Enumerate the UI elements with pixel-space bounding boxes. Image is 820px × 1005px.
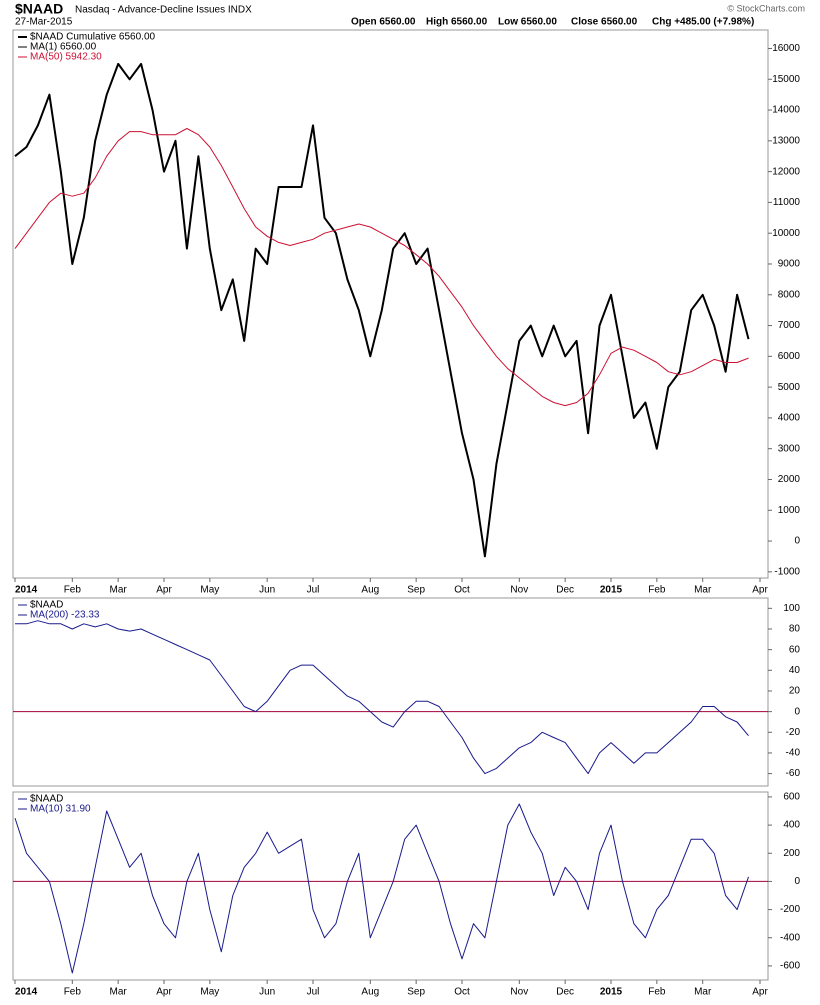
x-tick-label: Feb	[648, 585, 666, 596]
y-tick-label: 9000	[778, 259, 801, 270]
x-tick-label: Jun	[259, 585, 275, 596]
y-tick-label: 10000	[772, 228, 800, 239]
series-line	[15, 620, 749, 775]
x-tick-label: Feb	[648, 987, 666, 998]
y-tick-label: -1000	[774, 566, 800, 577]
y-tick-label: 6000	[778, 351, 801, 362]
x-tick-label: 2015	[600, 987, 623, 998]
series-line	[14, 803, 749, 974]
x-tick-label: Nov	[510, 585, 528, 596]
change: Chg +485.00 (+7.98%)	[652, 17, 754, 28]
y-tick-label: -60	[786, 768, 801, 779]
x-tick-label: May	[200, 987, 219, 998]
y-tick-label: -400	[780, 932, 800, 943]
legend-label: MA(1) 6560.00	[30, 42, 97, 53]
x-tick-label: Nov	[510, 987, 528, 998]
source: © StockCharts.com	[727, 3, 805, 13]
y-tick-label: 13000	[772, 135, 800, 146]
x-tick-label: Mar	[694, 585, 712, 596]
y-tick-label: 20	[789, 686, 801, 697]
x-tick-label: Dec	[556, 987, 574, 998]
y-tick-label: 15000	[772, 74, 800, 85]
y-tick-label: 12000	[772, 166, 800, 177]
x-tick-label: Jul	[307, 987, 320, 998]
x-tick-label: 2015	[600, 585, 623, 596]
y-tick-label: 0	[794, 536, 800, 547]
y-tick-label: -40	[786, 748, 801, 759]
x-tick-label: Apr	[752, 585, 768, 596]
legend-label: $NAAD	[30, 600, 63, 611]
x-tick-label: Jul	[307, 585, 320, 596]
legend-label: MA(50) 5942.30	[30, 52, 102, 63]
panel-frame	[12, 597, 769, 787]
x-tick-label: Oct	[454, 585, 470, 596]
y-tick-label: 80	[789, 624, 801, 635]
close: Close 6560.00	[571, 17, 638, 28]
x-tick-label: Oct	[454, 987, 470, 998]
high: High 6560.00	[426, 17, 488, 28]
open: Open 6560.00	[351, 17, 416, 28]
series-line	[14, 128, 749, 407]
x-tick-label: Feb	[64, 585, 82, 596]
legend-label: MA(200) -23.33	[30, 610, 100, 621]
x-tick-label: Apr	[752, 987, 768, 998]
x-tick-label: Apr	[156, 987, 172, 998]
x-tick-label: Mar	[110, 987, 128, 998]
x-tick-label: Sep	[407, 987, 425, 998]
y-tick-label: 5000	[778, 382, 801, 393]
y-tick-label: 400	[783, 820, 800, 831]
y-tick-label: 4000	[778, 413, 801, 424]
y-tick-label: 8000	[778, 289, 801, 300]
y-tick-label: 0	[794, 876, 800, 887]
x-tick-label: Sep	[407, 585, 425, 596]
panel-frame	[12, 29, 769, 579]
y-tick-label: 7000	[778, 320, 801, 331]
y-tick-label: -200	[780, 904, 800, 915]
y-tick-label: 0	[794, 706, 800, 717]
y-tick-label: 14000	[772, 105, 800, 116]
series-line	[14, 62, 750, 558]
index-name: Nasdaq - Advance-Decline Issues INDX	[75, 5, 252, 16]
legend-label: $NAAD	[30, 794, 63, 805]
y-tick-label: 600	[783, 792, 800, 803]
y-tick-label: 16000	[772, 43, 800, 54]
x-tick-label: Apr	[156, 585, 172, 596]
symbol: $NAAD	[15, 1, 63, 17]
panel-frame	[12, 791, 769, 981]
y-tick-label: 2000	[778, 474, 801, 485]
y-tick-label: 11000	[773, 197, 801, 208]
y-tick-label: 100	[783, 603, 800, 614]
x-tick-label: Feb	[64, 987, 82, 998]
y-tick-label: 1000	[778, 505, 801, 516]
x-tick-label: 2014	[15, 585, 38, 596]
x-tick-label: 2014	[15, 987, 38, 998]
legend-label: $NAAD Cumulative 6560.00	[30, 32, 156, 43]
low: Low 6560.00	[498, 17, 557, 28]
y-tick-label: 3000	[778, 443, 801, 454]
y-tick-label: -600	[780, 961, 800, 972]
y-tick-label: 60	[789, 644, 801, 655]
x-tick-label: Dec	[556, 585, 574, 596]
x-tick-label: Mar	[694, 987, 712, 998]
date: 27-Mar-2015	[15, 17, 73, 28]
y-tick-label: 40	[789, 665, 801, 676]
x-tick-label: Aug	[361, 987, 379, 998]
y-tick-label: -20	[786, 727, 801, 738]
x-tick-label: Mar	[110, 585, 128, 596]
x-tick-label: May	[200, 585, 219, 596]
x-tick-label: Jun	[259, 987, 275, 998]
y-tick-label: 200	[783, 848, 800, 859]
x-tick-label: Aug	[361, 585, 379, 596]
legend-label: MA(10) 31.90	[30, 804, 91, 815]
